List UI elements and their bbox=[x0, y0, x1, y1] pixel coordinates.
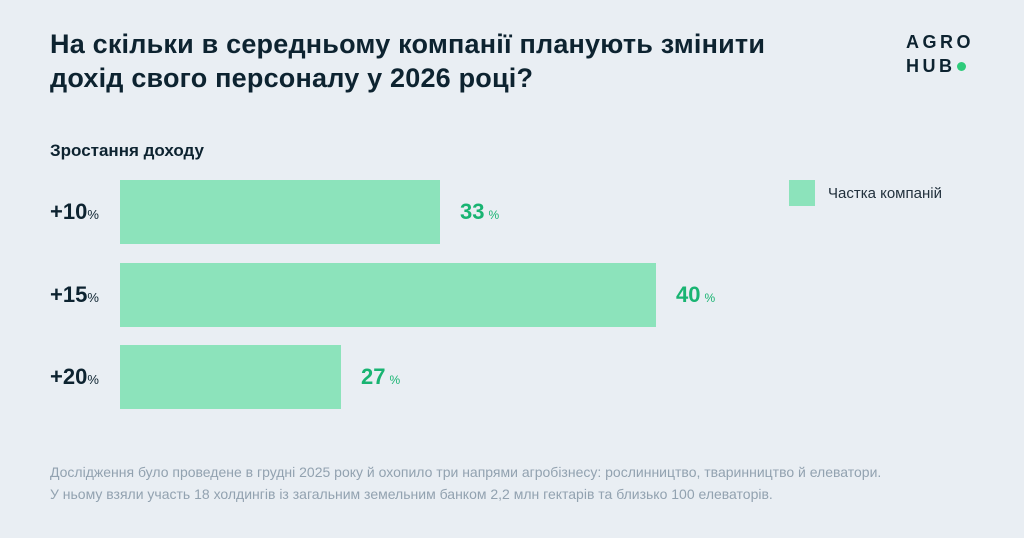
agrohub-logo: AGRO HUB bbox=[906, 30, 974, 78]
value-unit: % bbox=[704, 291, 716, 305]
legend-label: Частка компаній bbox=[828, 184, 942, 202]
category-unit: % bbox=[87, 290, 99, 305]
bar bbox=[120, 180, 440, 244]
bar bbox=[120, 263, 656, 327]
category-value: +15 bbox=[50, 282, 88, 307]
category-label: +15% bbox=[50, 282, 120, 308]
logo-line-hub: HUB bbox=[906, 54, 974, 78]
legend-swatch-icon bbox=[789, 180, 815, 206]
logo-dot-icon bbox=[956, 62, 966, 71]
value-label: 27% bbox=[361, 364, 400, 390]
category-value: +10 bbox=[50, 199, 88, 224]
value-unit: % bbox=[389, 373, 401, 387]
logo-text-hub: HUB bbox=[906, 56, 956, 76]
bar-row: +10% 33% bbox=[50, 180, 499, 244]
category-label: +20% bbox=[50, 364, 120, 390]
footnote-line-1: Дослідження було проведене в грудні 2025… bbox=[50, 464, 882, 480]
category-unit: % bbox=[87, 207, 99, 222]
category-unit: % bbox=[87, 372, 99, 387]
footnote: Дослідження було проведене в грудні 2025… bbox=[50, 461, 950, 505]
bar-row: +15% 40% bbox=[50, 263, 715, 327]
bar-row: +20% 27% bbox=[50, 345, 400, 409]
value-label: 33% bbox=[460, 199, 499, 225]
category-value: +20 bbox=[50, 364, 88, 389]
value-unit: % bbox=[488, 208, 500, 222]
value-number: 33 bbox=[460, 199, 485, 224]
category-label: +10% bbox=[50, 199, 120, 225]
value-label: 40% bbox=[676, 282, 715, 308]
legend: Частка компаній bbox=[789, 180, 942, 206]
bar bbox=[120, 345, 341, 409]
footnote-line-2: У ньому взяли участь 18 холдингів із заг… bbox=[50, 486, 773, 502]
axis-title: Зростання доходу bbox=[50, 141, 205, 160]
logo-text-agro: AGRO bbox=[906, 32, 974, 52]
page-title: На скільки в середньому компанії плануют… bbox=[50, 29, 766, 93]
value-number: 40 bbox=[676, 282, 701, 307]
value-number: 27 bbox=[361, 364, 386, 389]
